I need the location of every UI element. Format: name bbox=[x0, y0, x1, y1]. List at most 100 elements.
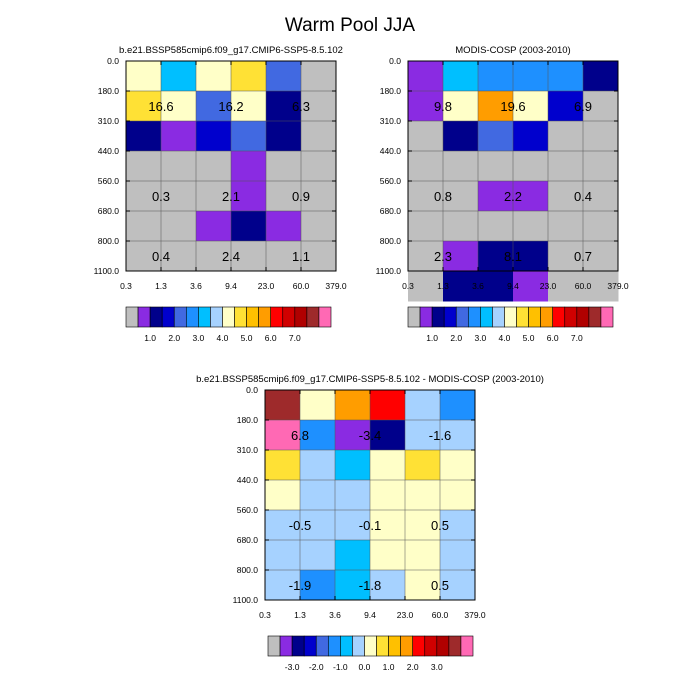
colorbar-swatch bbox=[294, 306, 308, 328]
cell-value-label: 0.9 bbox=[292, 189, 310, 204]
colorbar-swatch bbox=[467, 306, 481, 328]
colorbar-swatch bbox=[407, 306, 421, 328]
heatmap-cell bbox=[548, 211, 584, 242]
x-tick-label: 3.6 bbox=[190, 281, 202, 291]
heatmap-cell bbox=[478, 151, 514, 182]
y-tick-label: 800.0 bbox=[380, 236, 402, 246]
heatmap-cell bbox=[265, 570, 301, 601]
y-tick-label: 440.0 bbox=[237, 475, 259, 485]
heatmap-cell bbox=[440, 540, 476, 571]
colorbar-swatch bbox=[431, 306, 445, 328]
colorbar-swatch bbox=[327, 635, 341, 657]
x-tick-label: 60.0 bbox=[293, 281, 310, 291]
panel-title: b.e21.BSSP585cmip6.f09_g17.CMIP6-SSP5-8.… bbox=[119, 45, 343, 56]
colorbar-swatch bbox=[352, 635, 365, 657]
cell-value-label: -1.9 bbox=[289, 578, 311, 593]
colorbar-label: 2.0 bbox=[168, 333, 180, 343]
panel-title: MODIS-COSP (2003-2010) bbox=[455, 45, 570, 56]
heatmap-cell bbox=[370, 450, 406, 481]
heatmap-cell bbox=[231, 181, 267, 212]
heatmap-cell bbox=[583, 181, 619, 212]
colorbar-swatch bbox=[419, 306, 433, 328]
x-tick-label: 23.0 bbox=[540, 281, 557, 291]
heatmap-cell bbox=[478, 271, 514, 302]
heatmap-cell bbox=[196, 151, 232, 182]
cell-value-label: -3.4 bbox=[359, 428, 381, 443]
heatmap-cell bbox=[335, 570, 371, 601]
panel-3: b.e21.BSSP585cmip6.f09_g17.CMIP6-SSP5-8.… bbox=[196, 374, 544, 672]
heatmap-cell bbox=[440, 390, 476, 421]
colorbar-swatch bbox=[282, 306, 296, 328]
colorbar-swatch bbox=[364, 635, 377, 657]
x-tick-label: 3.6 bbox=[472, 281, 484, 291]
heatmap-cell bbox=[513, 241, 549, 272]
heatmap-cell bbox=[126, 241, 162, 272]
y-tick-label: 180.0 bbox=[380, 86, 402, 96]
colorbar-label: -2.0 bbox=[309, 662, 324, 672]
heatmap-cell bbox=[440, 450, 476, 481]
colorbar-label: 7.0 bbox=[289, 333, 301, 343]
colorbar: 1.0 2.0 3.0 4.0 5.0 6.0 7.0 bbox=[407, 306, 614, 343]
x-tick-label: 379.0 bbox=[607, 281, 629, 291]
colorbar-swatch bbox=[480, 306, 493, 328]
heatmap-cell bbox=[513, 151, 549, 182]
colorbar: -3.0 -2.0 -1.0 0.0 1.0 2.0 3.0 bbox=[267, 635, 474, 672]
heatmap-cell bbox=[548, 151, 584, 182]
x-tick-label: 60.0 bbox=[432, 610, 449, 620]
y-tick-label: 560.0 bbox=[98, 176, 120, 186]
x-tick-label: 23.0 bbox=[397, 610, 414, 620]
heatmap-cell bbox=[335, 390, 371, 421]
colorbar-swatch bbox=[504, 306, 517, 328]
panel-1: b.e21.BSSP585cmip6.f09_g17.CMIP6-SSP5-8.… bbox=[94, 45, 347, 343]
x-tick-label: 1.3 bbox=[155, 281, 167, 291]
y-tick-label: 680.0 bbox=[380, 206, 402, 216]
colorbar-swatch bbox=[161, 306, 175, 328]
heatmap-cell bbox=[443, 211, 479, 242]
heatmap-cell bbox=[301, 241, 337, 272]
heatmap-cell bbox=[513, 211, 549, 242]
cell-value-label: -1.8 bbox=[359, 578, 381, 593]
heatmap-cell bbox=[583, 241, 619, 272]
colorbar-swatch bbox=[149, 306, 163, 328]
colorbar-swatch bbox=[234, 306, 247, 328]
heatmap-cell bbox=[196, 121, 232, 152]
cell-value-label: 0.7 bbox=[574, 249, 592, 264]
heatmap-cell bbox=[266, 61, 302, 92]
heatmap-cell bbox=[265, 510, 301, 541]
cell-value-label: 0.5 bbox=[431, 518, 449, 533]
heatmap-cell bbox=[478, 211, 514, 242]
heatmap-cell bbox=[440, 570, 476, 601]
cell-value-label: 0.4 bbox=[574, 189, 592, 204]
colorbar-swatch bbox=[540, 306, 554, 328]
y-tick-label: 0.0 bbox=[107, 56, 119, 66]
y-tick-label: 0.0 bbox=[246, 385, 258, 395]
heatmap-cell bbox=[548, 181, 584, 212]
heatmap-cell bbox=[265, 540, 301, 571]
heatmap-cell bbox=[405, 570, 441, 601]
heatmap-cell bbox=[196, 61, 232, 92]
colorbar-swatch bbox=[400, 635, 414, 657]
colorbar-label: 2.0 bbox=[407, 662, 419, 672]
heatmap-cell bbox=[126, 61, 162, 92]
y-tick-label: 800.0 bbox=[237, 565, 259, 575]
heatmap-cell bbox=[126, 181, 162, 212]
colorbar-swatch bbox=[267, 635, 281, 657]
y-tick-label: 440.0 bbox=[380, 146, 402, 156]
heatmap-cell bbox=[408, 121, 444, 152]
heatmap-cell bbox=[231, 151, 267, 182]
colorbar-swatch bbox=[306, 306, 320, 328]
heatmap-cell bbox=[126, 211, 162, 242]
heatmap-cell bbox=[301, 91, 337, 122]
colorbar-label: 1.0 bbox=[383, 662, 395, 672]
heatmap-cell bbox=[265, 480, 301, 511]
heatmap-cell bbox=[405, 510, 441, 541]
y-tick-label: 680.0 bbox=[237, 535, 259, 545]
colorbar-swatch bbox=[185, 306, 199, 328]
heatmap-cell bbox=[408, 181, 444, 212]
heatmap-cell bbox=[231, 61, 267, 92]
heatmap-cell bbox=[583, 91, 619, 122]
heatmap-cell bbox=[300, 390, 336, 421]
figure-title: Warm Pool JJA bbox=[285, 15, 416, 36]
colorbar-swatch bbox=[448, 635, 462, 657]
cell-value-label: -1.6 bbox=[429, 428, 451, 443]
